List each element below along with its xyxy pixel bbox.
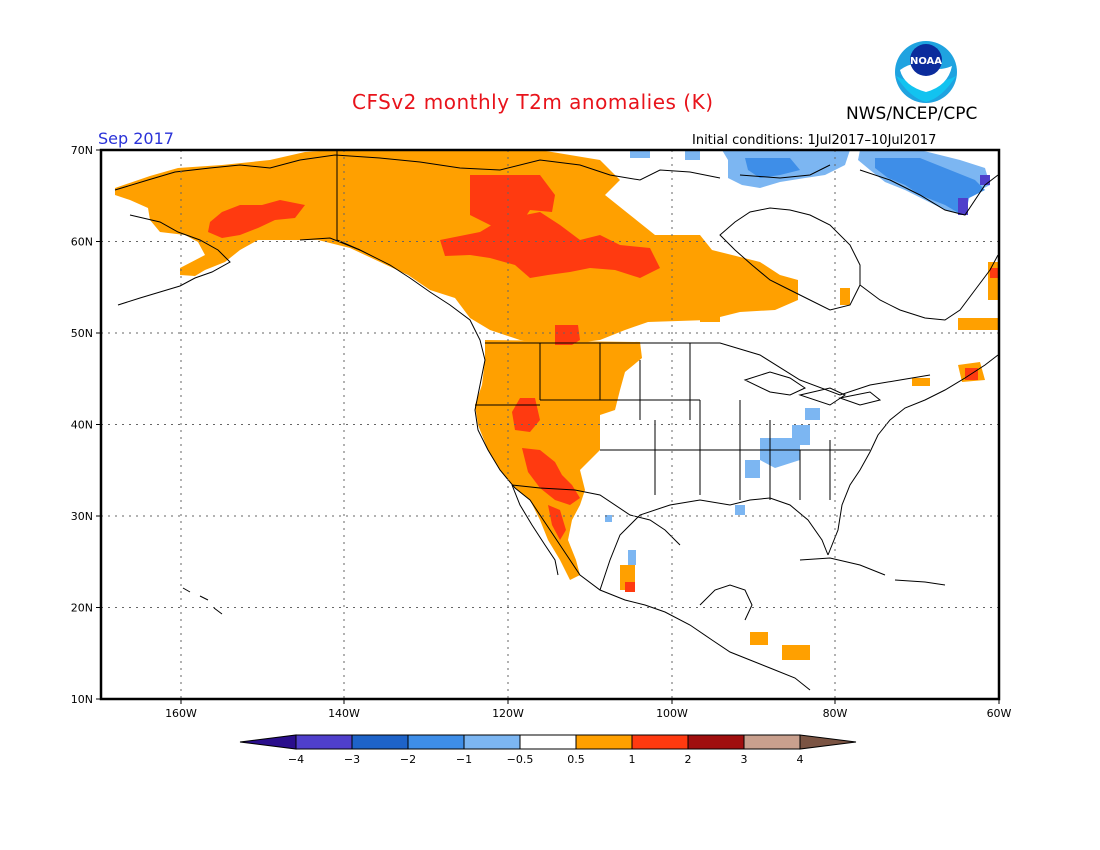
coastline-cuba [799,557,886,576]
coastline-pacific [299,237,811,691]
coastline-great-lakes [743,371,882,406]
colorbar-label: −4 [288,753,304,766]
anomaly-region-central-america-2 [782,645,810,660]
anomaly-region-arctic-cool-strong [745,158,985,215]
border-alaska [336,150,361,251]
lat-label: 50N [71,327,93,340]
colorbar-label: −1 [456,753,472,766]
colorbar-label: −2 [400,753,416,766]
coastline-baja [511,484,559,576]
lon-label: 160W [165,707,197,720]
lat-label: 60N [71,236,93,249]
coastline-yucatan [699,584,753,621]
border-states [475,343,870,500]
colorbar-swatch [407,734,465,750]
coastline-layer [114,150,999,691]
logo-text: NOAA [910,56,942,67]
anomaly-region-labrador-core [990,268,998,278]
anomaly-region-mexico-core [625,582,635,592]
lat-label: 10N [71,693,93,706]
anomaly-region-west-us [475,340,642,580]
anomaly-fill-layer [115,150,998,660]
anomaly-region-central-america-1 [750,632,768,645]
anomaly-region-arctic-cool-deep [958,175,990,215]
agency-label: NWS/NCEP/CPC [846,104,978,124]
coastline-east [827,354,999,556]
anomaly-region-ontario [840,288,850,305]
latitude-ticks: 70N 60N 50N 40N 30N 20N 10N [71,144,101,706]
coastline-labrador [859,254,999,321]
anomaly-region-baja [548,505,566,540]
coastline-hawaii [182,587,223,615]
lon-label: 140W [328,707,360,720]
colorbar-label: 3 [741,753,748,766]
colorbar-swatch [519,734,577,750]
noaa-logo-icon: NOAA [895,41,957,103]
coastline-arctic-islands [739,164,999,216]
colorbar-swatch [575,734,633,750]
colorbar-swatch [463,734,521,750]
graticule [101,150,999,699]
coastline-alaska [114,154,721,191]
colorbar: −4 −3 −2 −1 −0.5 0.5 1 2 3 4 [239,734,857,766]
longitude-ticks: 160W 140W 120W 100W 80W 60W [165,699,1012,720]
lat-label: 30N [71,510,93,523]
coastline-hudson-bay [719,207,861,311]
colorbar-label: 4 [797,753,804,766]
colorbar-label: −0.5 [507,753,534,766]
anomaly-region-yukon-core [440,175,660,278]
colorbar-swatch [799,734,857,750]
anomaly-region-alaska-core [208,200,305,238]
chart-title: CFSv2 monthly T2m anomalies (K) [352,90,714,114]
colorbar-swatch [687,734,745,750]
initial-conditions-label: Initial conditions: 1Jul2017–10Jul2017 [692,133,937,148]
anomaly-region-labrador [988,262,998,300]
coastline-alaska-south [117,214,231,306]
anomaly-region-southwest [522,448,580,505]
anomaly-region-quebec [958,318,998,330]
border-us-mexico [511,484,681,546]
colorbar-label: 2 [685,753,692,766]
anomaly-region-nevada [512,398,540,432]
colorbar-label: 1 [629,753,636,766]
lon-label: 60W [987,707,1012,720]
colorbar-swatch [351,734,409,750]
lat-label: 70N [71,144,93,157]
colorbar-label: 0.5 [567,753,585,766]
anomaly-region-ohio-cool [735,408,820,515]
lon-label: 120W [492,707,524,720]
coastline-gulf [599,497,829,591]
colorbar-label: −3 [344,753,360,766]
colorbar-swatch [239,734,297,750]
colorbar-swatch [631,734,689,750]
valid-month-label: Sep 2017 [98,129,174,148]
border-us-canada [485,342,931,396]
coastline-hispaniola [894,579,946,586]
anomaly-region-canada-east [700,312,720,322]
lat-label: 20N [71,602,93,615]
anomaly-region-me [912,378,930,386]
anomaly-region-texas-cool [605,515,636,565]
colorbar-swatch [743,734,801,750]
lon-label: 100W [656,707,688,720]
anomaly-region-bc-core [555,325,580,345]
lon-label: 80W [823,707,848,720]
lat-label: 40N [71,419,93,432]
colorbar-swatch [295,734,353,750]
